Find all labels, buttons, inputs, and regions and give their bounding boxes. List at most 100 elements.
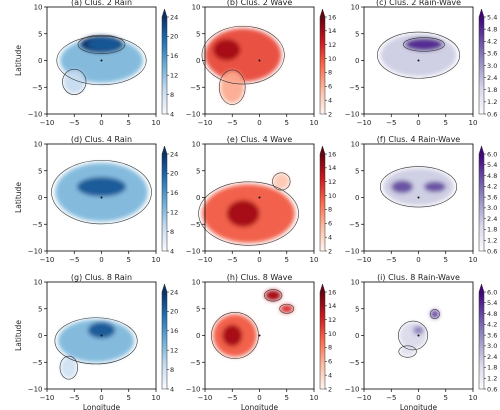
panel-9: (i) Clus. 8 Rain-Wave −10−10 −5 −5 0 0 5 5 10 10 L… — [345, 273, 498, 410]
panel-title: (f) Clus. 4 Rain-Wave — [377, 135, 461, 144]
region-contour-1 — [51, 160, 152, 225]
panel-title: (i) Clus. 8 Rain-Wave — [377, 273, 460, 282]
region-contour-2 — [272, 172, 291, 191]
y-tick-label: 5 — [355, 167, 359, 175]
field-core-1 — [87, 322, 116, 339]
x-tick-label: 10 — [469, 256, 478, 264]
y-tick-label: 5 — [38, 167, 42, 175]
colorbar-tick-label: 0.6 — [487, 110, 497, 118]
field-region-2 — [273, 173, 290, 190]
x-tick-label: 10 — [152, 256, 161, 264]
colorbar-tick-label: 14 — [328, 27, 336, 35]
colorbar-tick-label: 16 — [170, 327, 178, 335]
panel-title: (b) Clus. 2 Wave — [227, 0, 293, 7]
colorbar-tick-label: 3.0 — [487, 204, 497, 212]
origin-marker — [258, 334, 261, 337]
field-core-2 — [423, 181, 446, 193]
colorbar-tick-label: 2.4 — [487, 215, 497, 223]
panel-4: (d) Clus. 4 Rain −10−10 −5 −5 0 0 5 5 10 10 Latitu… — [14, 135, 178, 264]
colorbar-tick-label: 4.8 — [487, 25, 497, 33]
panel-6: (f) Clus. 4 Rain-Wave−10−10−5−5005510100… — [345, 135, 498, 264]
colorbar-tick-label: 10 — [328, 330, 336, 338]
colorbar-gradient — [319, 16, 326, 115]
data-field — [55, 162, 148, 222]
origin-marker — [417, 334, 420, 337]
x-tick-label: −10 — [198, 119, 213, 127]
field-region-1 — [383, 168, 454, 206]
x-tick-label: −5 — [227, 256, 237, 264]
field-region-1 — [57, 319, 135, 363]
x-tick-label: 10 — [152, 394, 161, 402]
data-field — [57, 319, 135, 379]
colorbar-tick-label: 4 — [170, 110, 174, 118]
panel-3: (c) Clus. 2 Rain-Wave−10−10−5−5005510100… — [345, 0, 498, 127]
region-contour-1 — [376, 31, 461, 79]
colorbar-gradient — [319, 291, 326, 390]
colorbar-tick-label: 1.8 — [487, 364, 497, 372]
panel-title: (e) Clus. 4 Wave — [227, 135, 293, 144]
region-contour-1 — [54, 317, 138, 365]
colorbar-gradient — [161, 291, 168, 390]
panel-7: (g) Clus. 8 Rain −10−10 −5 −5 0 0 5 5 10 10 Latitu… — [14, 273, 178, 410]
colorbar-tick-label: 16 — [328, 150, 336, 158]
region-contour-2 — [59, 355, 78, 380]
field-region-2 — [430, 309, 440, 319]
field-region-2 — [220, 71, 245, 104]
x-tick-label: 10 — [152, 119, 161, 127]
x-tick-label: −5 — [69, 256, 79, 264]
colorbar-tick-label: 16 — [170, 189, 178, 197]
colorbar-tick-label: 12 — [328, 178, 336, 186]
colorbar-tick-label: 24 — [170, 288, 178, 296]
origin-marker — [258, 196, 261, 199]
colorbar-tick-label: 3.0 — [487, 62, 497, 70]
region-contour-1 — [56, 35, 147, 86]
colorbar-extend-arrow — [319, 8, 326, 18]
region-contour-3 — [62, 68, 87, 95]
field-region-3 — [280, 304, 294, 314]
colorbar: 2 4 6 8 10 12 14 16 — [319, 283, 336, 393]
colorbar-tick-label: 24 — [170, 13, 178, 21]
y-tick-label: 0 — [38, 57, 42, 65]
colorbar-tick-label: 4 — [170, 247, 174, 255]
y-tick-label: 10 — [34, 279, 43, 287]
y-tick-label: 0 — [355, 194, 359, 202]
x-tick-label: −10 — [357, 119, 372, 127]
x-tick-label: 10 — [469, 119, 478, 127]
y-tick-label: 5 — [196, 30, 200, 38]
y-tick-label: −5 — [349, 221, 359, 229]
y-tick-label: −5 — [349, 359, 359, 367]
colorbar-tick-label: 5.4 — [487, 13, 497, 21]
colorbar-gradient — [161, 16, 168, 115]
x-tick-label: −5 — [69, 394, 79, 402]
region-contour-1 — [198, 181, 299, 246]
colorbar-tick-label: 4 — [328, 371, 332, 379]
y-tick-label: −10 — [186, 248, 201, 256]
colorbar-tick-label: 6 — [328, 220, 332, 228]
x-tick-label: 0 — [416, 256, 420, 264]
x-tick-label: 10 — [310, 394, 319, 402]
panel-1: (a) Clus. 2 Rain −10−10 −5 −5 0 0 5 5 10 10 Latitu… — [14, 0, 178, 127]
panel-2: (b) Clus. 2 Wave −10−10 −5 −5 0 0 5 5 10 10 2 4 6 8 10… — [186, 0, 337, 127]
colorbar-tick-label: 8 — [328, 206, 332, 214]
colorbar-extend-arrow — [161, 8, 168, 18]
y-tick-label: −5 — [349, 84, 359, 92]
colorbar-gradient — [319, 153, 326, 252]
x-tick-label: −10 — [40, 119, 55, 127]
x-tick-label: −10 — [40, 394, 55, 402]
x-tick-label: −5 — [227, 119, 237, 127]
colorbar: 2 4 6 8 10 12 14 16 — [319, 8, 336, 118]
y-tick-label: 0 — [355, 332, 359, 340]
x-tick-label: 0 — [99, 119, 103, 127]
origin-marker — [100, 196, 103, 199]
colorbar-tick-label: 4 — [328, 233, 332, 241]
field-core-1 — [404, 39, 444, 50]
x-tick-label: 5 — [285, 256, 289, 264]
x-tick-label: 5 — [285, 119, 289, 127]
colorbar: 0.6 1.2 1.8 2.4 3.0 3.6 4.2 4.8 5.4 6.0 — [478, 283, 497, 393]
x-tick-label: 0 — [99, 256, 103, 264]
x-axis-label: Longitude — [241, 403, 279, 410]
y-tick-label: −10 — [28, 386, 43, 394]
region-contour-3 — [398, 345, 417, 358]
colorbar-tick-label: 12 — [328, 316, 336, 324]
